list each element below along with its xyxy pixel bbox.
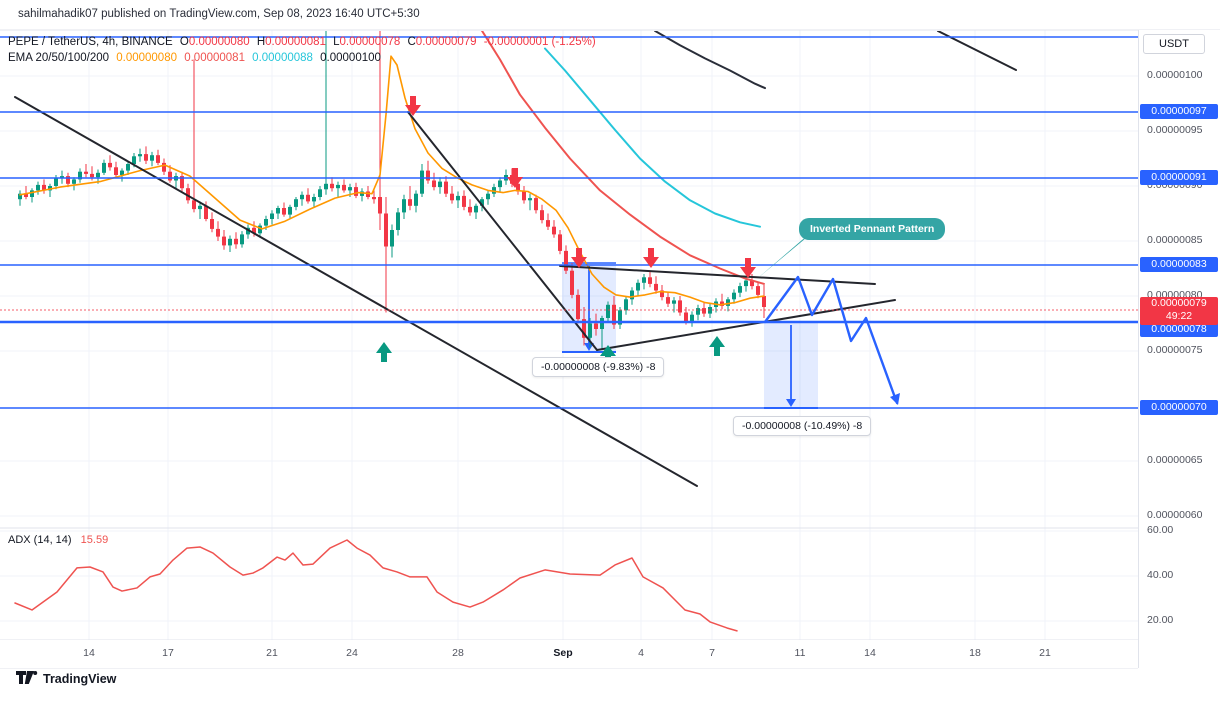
ema100-value: 0.00000088 [252, 52, 313, 64]
price-pane[interactable] [0, 28, 1138, 487]
level-price-badge: 0.00000091 [1140, 170, 1218, 185]
price-axis-label: 0.00000060 [1147, 509, 1203, 521]
price-axis-label: 0.00000065 [1147, 454, 1203, 466]
adx-axis-label: 40.00 [1147, 569, 1174, 581]
publish-header: sahilmahadik07 published on TradingView.… [18, 8, 420, 20]
time-axis-label: 17 [162, 647, 174, 659]
measure-label-2: -0.00000008 (-10.49%) -8 [733, 416, 872, 436]
footer-brand[interactable]: TradingView [16, 671, 116, 687]
ema200-value: 0.00000100 [320, 52, 381, 64]
ema20-value: 0.00000080 [116, 52, 177, 64]
footer-brand-text: TradingView [43, 672, 117, 686]
candle-countdown: 49:22 [1165, 310, 1193, 322]
level-price-badge: 0.00000097 [1140, 104, 1218, 119]
price-axis-label: 0.00000085 [1147, 234, 1203, 246]
price-axis-panel[interactable]: USDT 0.00000100 0.00000095 0.00000090 0.000… [1138, 30, 1220, 668]
callout-text: Inverted Pennant Pattern [810, 223, 935, 235]
time-axis[interactable]: 14 17 21 24 28 Sep 4 7 11 14 18 21 [0, 640, 1138, 668]
level-price-badge: 0.00000078 [1140, 322, 1218, 337]
close-value: 0.00000079 [415, 36, 477, 48]
high-value: 0.00000081 [265, 36, 326, 48]
low-value: 0.00000078 [339, 36, 401, 48]
adx-axis-label: 60.00 [1147, 524, 1174, 536]
adx-pane[interactable] [14, 539, 738, 632]
symbol-title: PEPE / TetherUS, 4h, BINANCE [8, 36, 173, 48]
price-axis-label: 0.00000100 [1147, 69, 1203, 81]
price-axis-label: 0.00000095 [1147, 124, 1203, 136]
adx-axis-label: 20.00 [1147, 614, 1174, 626]
low-label: L [333, 36, 340, 48]
level-price-badge: 0.00000070 [1140, 400, 1218, 415]
time-axis-label: 7 [709, 647, 715, 659]
current-price-badge: 0.00000079 49:22 [1140, 297, 1218, 325]
close-label: C [407, 36, 416, 48]
level-price-badge: 0.00000083 [1140, 257, 1218, 272]
currency-toggle-button[interactable]: USDT [1143, 34, 1205, 54]
time-axis-label: 21 [266, 647, 278, 659]
price-axis-label: 0.00000075 [1147, 344, 1203, 356]
change-value: -0.00000001 (-1.25%) [483, 36, 596, 48]
open-value: 0.00000080 [188, 36, 250, 48]
time-axis-label: Sep [553, 647, 573, 659]
inverted-pennant-callout[interactable]: Inverted Pennant Pattern [799, 218, 946, 240]
time-axis-label: 18 [969, 647, 981, 659]
time-axis-label: 21 [1039, 647, 1051, 659]
ema-title: EMA 20/50/100/200 [8, 52, 110, 64]
time-axis-label: 4 [638, 647, 644, 659]
adx-value: 15.59 [80, 534, 109, 546]
time-axis-label: 28 [452, 647, 464, 659]
symbol-legend[interactable]: PEPE / TetherUS, 4h, BINANCE O0.00000080… [8, 36, 600, 48]
current-price-value: 0.00000079 [1151, 297, 1207, 309]
adx-title: ADX (14, 14) [8, 534, 72, 546]
tradingview-logo-icon [16, 671, 38, 684]
measure-label-1: -0.00000008 (-9.83%) -8 [532, 357, 665, 377]
ema50-value: 0.00000081 [184, 52, 245, 64]
open-label: O [179, 36, 189, 48]
ema-legend[interactable]: EMA 20/50/100/200 0.00000080 0.00000081 … [8, 52, 385, 64]
time-axis-label: 14 [83, 647, 95, 659]
time-axis-label: 24 [346, 647, 358, 659]
time-axis-label: 14 [864, 647, 876, 659]
high-label: H [256, 36, 266, 48]
time-axis-label: 11 [794, 647, 806, 659]
adx-legend[interactable]: ADX (14, 14) 15.59 [8, 534, 108, 546]
